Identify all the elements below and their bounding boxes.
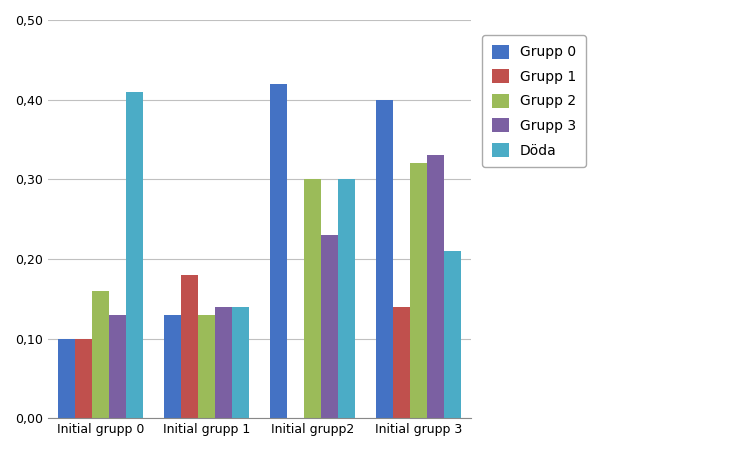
- Bar: [93, 291, 109, 418]
- Bar: [376, 100, 393, 418]
- Bar: [321, 235, 338, 418]
- Bar: [181, 275, 198, 418]
- Bar: [75, 339, 93, 418]
- Bar: [127, 92, 143, 418]
- Bar: [444, 251, 461, 418]
- Bar: [232, 307, 249, 418]
- Bar: [304, 179, 321, 418]
- Bar: [109, 315, 127, 418]
- Bar: [427, 155, 444, 418]
- Bar: [164, 315, 181, 418]
- Bar: [410, 163, 427, 418]
- Bar: [198, 315, 215, 418]
- Legend: Grupp 0, Grupp 1, Grupp 2, Grupp 3, Döda: Grupp 0, Grupp 1, Grupp 2, Grupp 3, Döda: [483, 35, 586, 167]
- Bar: [270, 84, 287, 418]
- Bar: [393, 307, 410, 418]
- Bar: [59, 339, 75, 418]
- Bar: [338, 179, 355, 418]
- Bar: [215, 307, 232, 418]
